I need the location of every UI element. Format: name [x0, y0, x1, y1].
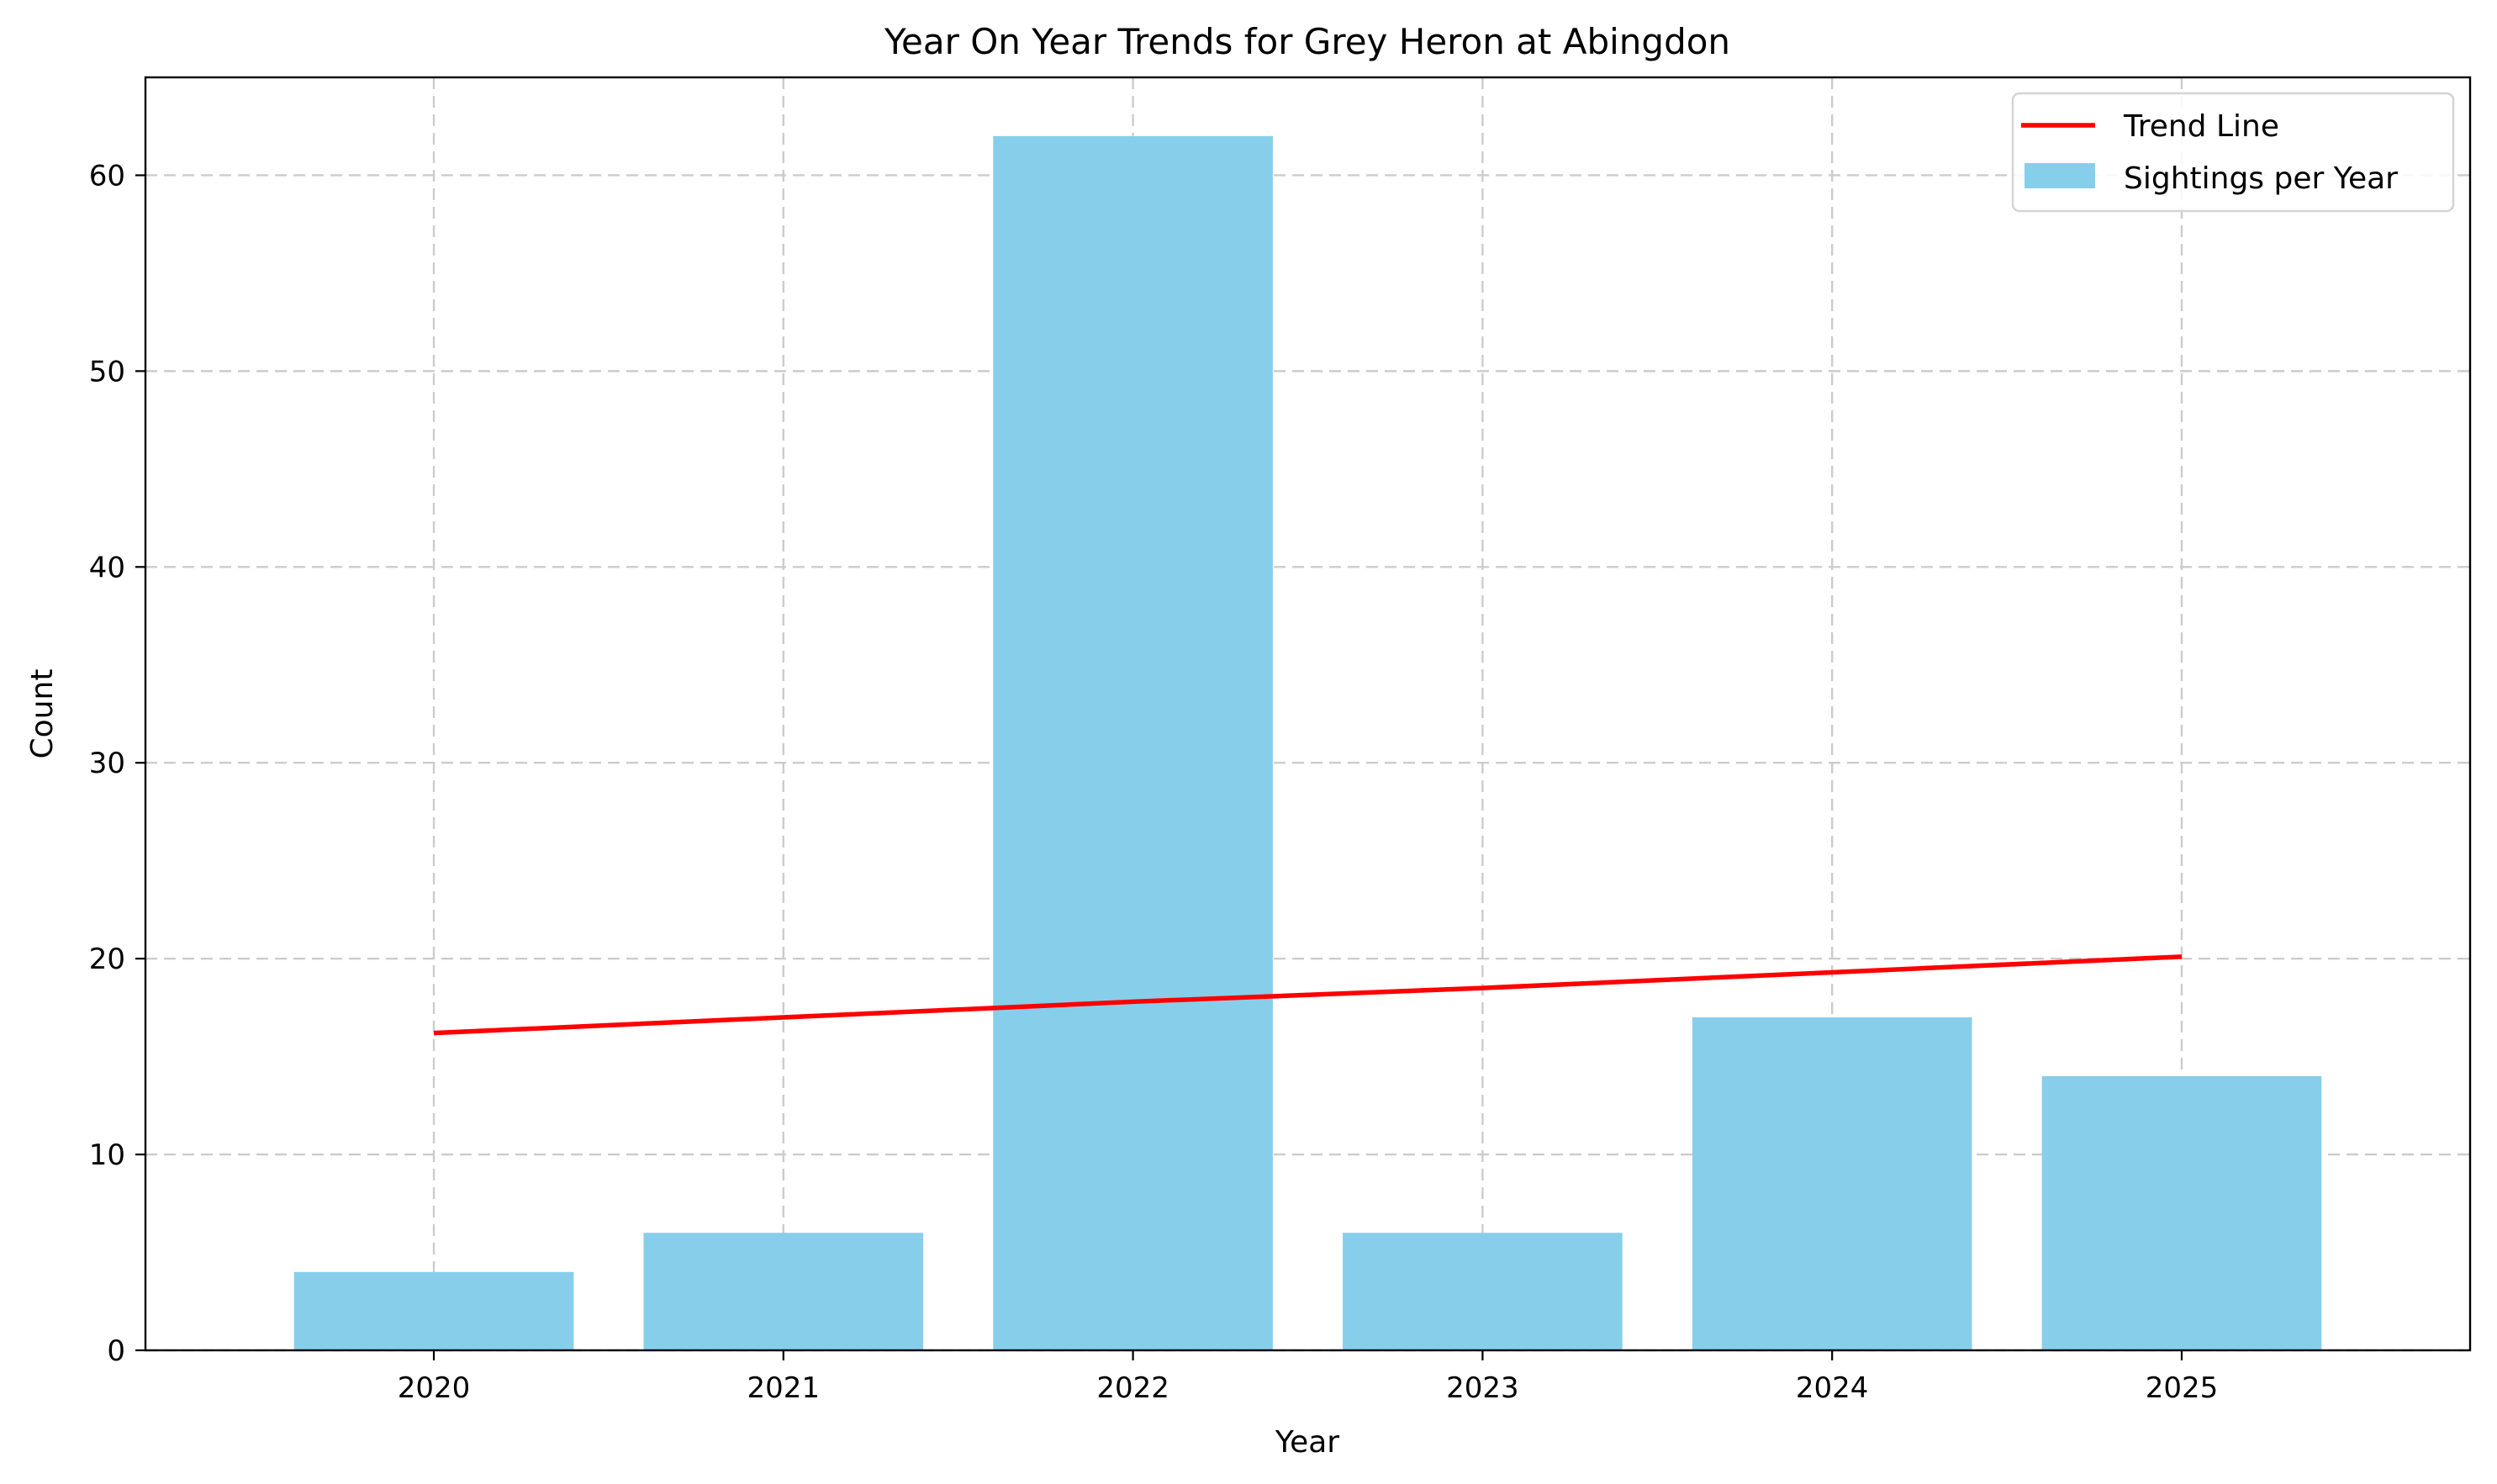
y-tick-label: 40 — [89, 551, 125, 584]
y-tick-label: 20 — [89, 943, 125, 976]
y-tick-label: 30 — [89, 747, 125, 780]
bars — [293, 135, 2322, 1350]
legend-sightings-swatch — [2025, 163, 2095, 188]
chart-title: Year On Year Trends for Grey Heron at Ab… — [884, 21, 1730, 62]
plot-frame — [144, 76, 2472, 1352]
trend-line — [433, 954, 2183, 1036]
x-tick-label: 2025 — [2146, 1371, 2219, 1405]
x-tick-label: 2023 — [1446, 1371, 1519, 1405]
y-axis-label: Count — [25, 669, 60, 759]
x-axis: 2020 2021 2022 2023 2024 2025 — [398, 1350, 2218, 1405]
bar — [2041, 1075, 2322, 1350]
x-tick-label: 2022 — [1096, 1371, 1169, 1405]
x-axis-label: Year — [1275, 1425, 1339, 1460]
bar — [1692, 1017, 1972, 1350]
bar — [643, 1233, 924, 1350]
bar — [293, 1271, 574, 1350]
y-tick-label: 0 — [107, 1334, 125, 1368]
bar — [993, 135, 1273, 1350]
bar — [1343, 1233, 1623, 1350]
x-tick-label: 2020 — [398, 1371, 471, 1405]
legend-sightings-label: Sightings per Year — [2124, 161, 2398, 196]
y-axis: 0 10 20 30 40 50 60 — [89, 159, 145, 1368]
legend: Trend Line Sightings per Year — [2011, 92, 2455, 213]
trend-line-layer — [433, 954, 2183, 1036]
y-tick-label: 10 — [89, 1138, 125, 1172]
y-tick-label: 50 — [89, 355, 125, 388]
y-tick-label: 60 — [89, 159, 125, 193]
legend-box — [2011, 92, 2455, 213]
x-tick-label: 2024 — [1796, 1371, 1869, 1405]
x-tick-label: 2021 — [747, 1371, 821, 1405]
legend-trend-line-label: Trend Line — [2123, 109, 2279, 144]
